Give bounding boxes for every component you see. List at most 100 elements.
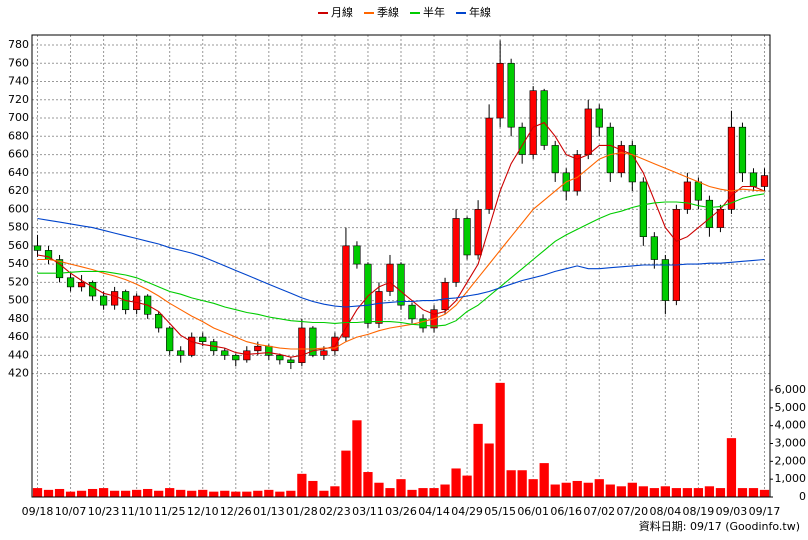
- candle-body: [66, 277, 75, 288]
- candle-body: [155, 313, 163, 329]
- volume-bar: [506, 470, 516, 497]
- volume-bar: [517, 470, 527, 497]
- volume-bar: [363, 472, 373, 497]
- candle-body: [99, 295, 108, 306]
- y2-tick-label: 6,000: [775, 383, 807, 396]
- y2-tick-label: 1,000: [775, 472, 807, 485]
- y-tick-label: 660: [8, 148, 29, 161]
- candle-body: [375, 291, 383, 324]
- volume-bar: [165, 488, 175, 497]
- volume-bar: [605, 484, 615, 497]
- y-tick-label: 760: [8, 56, 29, 69]
- candle-body: [551, 145, 559, 174]
- candle-body: [243, 350, 251, 361]
- candle-body: [221, 350, 229, 356]
- volume-bar: [54, 488, 65, 497]
- volume-bar: [704, 486, 715, 497]
- candle-body: [386, 263, 394, 292]
- candle-body: [55, 259, 64, 279]
- volume-bar: [154, 490, 164, 497]
- volume-bar: [352, 420, 362, 497]
- y-tick-label: 680: [8, 129, 29, 142]
- candle-body: [529, 90, 537, 155]
- volume-bar: [451, 468, 461, 497]
- x-tick-label: 11/25: [154, 505, 186, 518]
- legend-label: 月線: [331, 5, 353, 19]
- volume-bar: [748, 488, 759, 497]
- y2-tick-label: 3,000: [775, 436, 807, 449]
- volume-bar: [297, 473, 307, 497]
- y-tick-label: 600: [8, 202, 29, 215]
- candle-body: [749, 172, 758, 187]
- x-tick-label: 10/23: [88, 505, 120, 518]
- x-tick-label: 10/07: [55, 505, 87, 518]
- candle-body: [309, 327, 317, 356]
- volume-bar: [76, 490, 87, 497]
- x-tick-label: 04/29: [451, 505, 483, 518]
- x-tick-label: 12/26: [220, 505, 252, 518]
- candle-body: [716, 209, 725, 228]
- footnote: 資料日期: 09/17 (Goodinfo.tw): [639, 519, 800, 533]
- candle-body: [33, 245, 42, 251]
- candle-body: [254, 345, 262, 352]
- candle-body: [342, 245, 350, 338]
- volume-bar: [396, 479, 406, 497]
- volume-bar: [671, 488, 681, 497]
- volume-bar: [87, 488, 98, 497]
- x-tick-label: 09/03: [716, 505, 748, 518]
- volume-bar: [429, 488, 439, 497]
- volume-bar: [418, 488, 428, 497]
- candle-body: [199, 336, 207, 342]
- candle-body: [177, 350, 185, 356]
- legend-label: 年線: [469, 5, 491, 19]
- moving-average-line: [37, 217, 765, 308]
- x-tick-label: 04/14: [418, 505, 450, 518]
- volume-bar: [715, 488, 726, 497]
- volume-bar: [550, 484, 560, 497]
- moving-average-line: [37, 152, 765, 350]
- y2-tick-label: 0: [799, 490, 806, 503]
- candle-body: [287, 359, 295, 363]
- volume-bar: [583, 482, 593, 497]
- candle-body: [353, 245, 361, 265]
- candle-body: [727, 126, 736, 210]
- y-tick-label: 500: [8, 294, 29, 307]
- volume-bar: [638, 486, 648, 497]
- y-tick-label: 480: [8, 312, 29, 325]
- volume-bar: [109, 490, 120, 497]
- candle-body: [595, 108, 603, 128]
- volume-bar: [275, 491, 285, 497]
- x-tick-label: 11/10: [121, 505, 153, 518]
- volume-bar: [187, 490, 197, 497]
- volume-bar: [374, 482, 384, 497]
- candle-body: [606, 126, 614, 174]
- volume-bar: [649, 488, 659, 497]
- volume-bar: [627, 482, 637, 497]
- volume-bar: [286, 490, 296, 497]
- x-tick-label: 08/04: [650, 505, 682, 518]
- candle-body: [111, 291, 119, 306]
- volume-bar: [737, 488, 748, 497]
- candle-body: [639, 181, 647, 238]
- candle-body: [298, 327, 306, 363]
- x-tick-label: 01/13: [253, 505, 285, 518]
- plot-frame: [31, 34, 771, 498]
- volume-bar: [473, 423, 483, 497]
- volume-bar: [759, 489, 770, 497]
- candle-body: [584, 108, 592, 155]
- volume-bar: [440, 484, 450, 497]
- moving-average-line: [37, 121, 765, 358]
- volume-bar: [572, 480, 582, 497]
- volume-bar: [242, 491, 252, 497]
- candle-body: [760, 175, 769, 187]
- candle-body: [441, 282, 449, 311]
- y-tick-label: 440: [8, 348, 29, 361]
- x-tick-label: 06/16: [550, 505, 582, 518]
- candle-body: [683, 181, 691, 210]
- volume-bar: [330, 486, 340, 497]
- candle-body: [320, 350, 328, 356]
- candle-body: [705, 199, 714, 228]
- x-tick-label: 09/18: [22, 505, 54, 518]
- volume-bar: [176, 489, 186, 497]
